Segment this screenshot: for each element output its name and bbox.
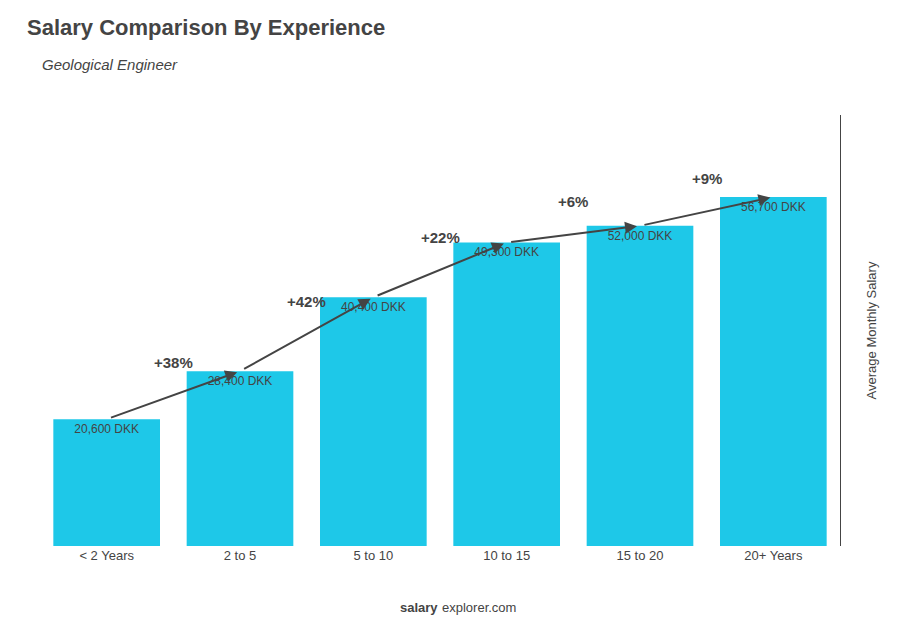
svg-text:+38%: +38% — [154, 354, 193, 371]
svg-text:15 to 20: 15 to 20 — [617, 548, 664, 563]
svg-text:28,400 DKK: 28,400 DKK — [208, 374, 273, 388]
svg-text:salary: salary — [400, 600, 438, 615]
svg-text:< 2 Years: < 2 Years — [79, 548, 134, 563]
svg-text:40,400 DKK: 40,400 DKK — [341, 300, 406, 314]
svg-text:49,300 DKK: 49,300 DKK — [474, 245, 539, 259]
svg-text:explorer.com: explorer.com — [442, 600, 516, 615]
svg-text:+9%: +9% — [692, 170, 722, 187]
svg-text:20,600 DKK: 20,600 DKK — [74, 422, 139, 436]
svg-text:Geological Engineer: Geological Engineer — [42, 56, 178, 73]
svg-text:5 to 10: 5 to 10 — [353, 548, 393, 563]
svg-text:20+ Years: 20+ Years — [744, 548, 803, 563]
svg-text:Average Monthly Salary: Average Monthly Salary — [864, 261, 879, 399]
svg-text:52,000 DKK: 52,000 DKK — [608, 229, 673, 243]
svg-text:+6%: +6% — [558, 193, 588, 210]
svg-text:+22%: +22% — [421, 229, 460, 246]
svg-text:Salary Comparison By Experienc: Salary Comparison By Experience — [27, 15, 385, 40]
svg-text:2 to 5: 2 to 5 — [224, 548, 257, 563]
svg-text:56,700 DKK: 56,700 DKK — [741, 200, 806, 214]
svg-text:+42%: +42% — [287, 293, 326, 310]
svg-text:10 to 15: 10 to 15 — [483, 548, 530, 563]
